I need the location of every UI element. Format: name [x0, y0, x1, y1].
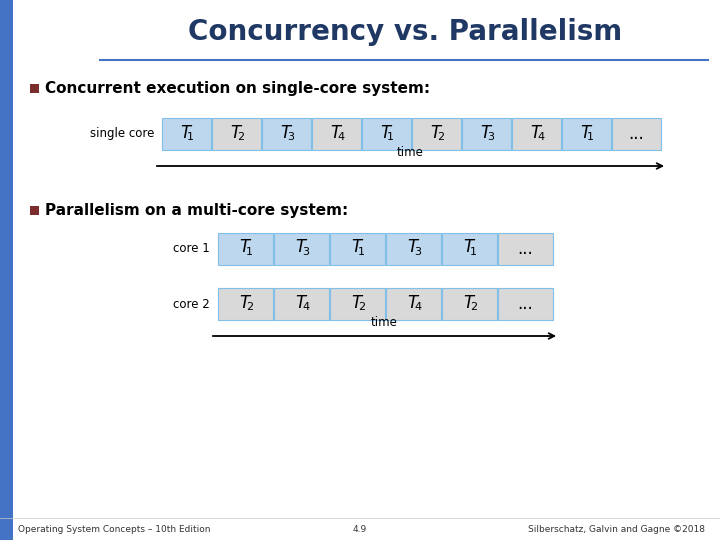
- Bar: [512, 118, 561, 150]
- Bar: [330, 233, 385, 265]
- Text: T: T: [181, 124, 191, 141]
- Text: T: T: [408, 239, 418, 256]
- Bar: [412, 118, 461, 150]
- Text: 3: 3: [287, 132, 294, 142]
- Bar: [312, 118, 361, 150]
- Bar: [442, 233, 497, 265]
- Text: 4: 4: [302, 302, 310, 312]
- Bar: [498, 288, 553, 320]
- Text: ...: ...: [518, 295, 534, 313]
- Text: ...: ...: [518, 240, 534, 258]
- Bar: [212, 118, 261, 150]
- Bar: [612, 118, 661, 150]
- Text: T: T: [531, 124, 541, 141]
- Text: 1: 1: [359, 247, 365, 257]
- Text: T: T: [408, 294, 418, 312]
- Text: 2: 2: [470, 302, 477, 312]
- Text: T: T: [280, 124, 291, 141]
- Bar: [462, 118, 511, 150]
- Text: 1: 1: [387, 132, 395, 142]
- Bar: [218, 233, 273, 265]
- Text: 3: 3: [302, 247, 309, 257]
- Bar: [498, 233, 553, 265]
- Text: 1: 1: [470, 247, 477, 257]
- Text: time: time: [371, 316, 398, 329]
- Text: 4: 4: [414, 302, 421, 312]
- Text: time: time: [397, 146, 424, 159]
- Text: 4: 4: [537, 132, 544, 142]
- Text: T: T: [240, 239, 250, 256]
- Text: 2: 2: [237, 132, 244, 142]
- Bar: [0, 0, 13, 540]
- Text: 3: 3: [414, 247, 421, 257]
- Text: ...: ...: [629, 125, 644, 143]
- Text: 4.9: 4.9: [353, 524, 367, 534]
- Bar: [330, 288, 385, 320]
- Bar: [442, 288, 497, 320]
- Bar: [218, 288, 273, 320]
- Bar: [274, 288, 329, 320]
- Text: T: T: [351, 239, 361, 256]
- Text: Operating System Concepts – 10th Edition: Operating System Concepts – 10th Edition: [18, 524, 210, 534]
- Bar: [274, 233, 329, 265]
- Text: 2: 2: [246, 302, 253, 312]
- Text: T: T: [380, 124, 390, 141]
- Bar: [362, 118, 411, 150]
- Text: T: T: [431, 124, 441, 141]
- Text: 1: 1: [246, 247, 253, 257]
- Text: T: T: [464, 294, 474, 312]
- Bar: [30, 206, 39, 214]
- Text: core 2: core 2: [174, 298, 210, 310]
- Text: 2: 2: [358, 302, 365, 312]
- Text: T: T: [480, 124, 490, 141]
- Bar: [162, 118, 211, 150]
- Text: T: T: [295, 294, 305, 312]
- Text: 1: 1: [187, 132, 194, 142]
- Text: 2: 2: [437, 132, 444, 142]
- Text: T: T: [464, 239, 474, 256]
- Bar: [262, 118, 311, 150]
- Text: single core: single core: [89, 127, 154, 140]
- Text: 1: 1: [588, 132, 594, 142]
- Text: core 1: core 1: [174, 242, 210, 255]
- Bar: [30, 84, 39, 92]
- Bar: [562, 118, 611, 150]
- Bar: [386, 233, 441, 265]
- Text: Concurrent execution on single-core system:: Concurrent execution on single-core syst…: [45, 80, 430, 96]
- Text: 4: 4: [337, 132, 344, 142]
- Text: T: T: [351, 294, 361, 312]
- Text: T: T: [580, 124, 590, 141]
- Text: 3: 3: [487, 132, 494, 142]
- Text: Parallelism on a multi-core system:: Parallelism on a multi-core system:: [45, 202, 348, 218]
- Text: Concurrency vs. Parallelism: Concurrency vs. Parallelism: [188, 18, 622, 46]
- Text: T: T: [330, 124, 341, 141]
- Text: T: T: [295, 239, 305, 256]
- Bar: [386, 288, 441, 320]
- Text: Silberschatz, Galvin and Gagne ©2018: Silberschatz, Galvin and Gagne ©2018: [528, 524, 705, 534]
- Text: T: T: [240, 294, 250, 312]
- Text: T: T: [230, 124, 240, 141]
